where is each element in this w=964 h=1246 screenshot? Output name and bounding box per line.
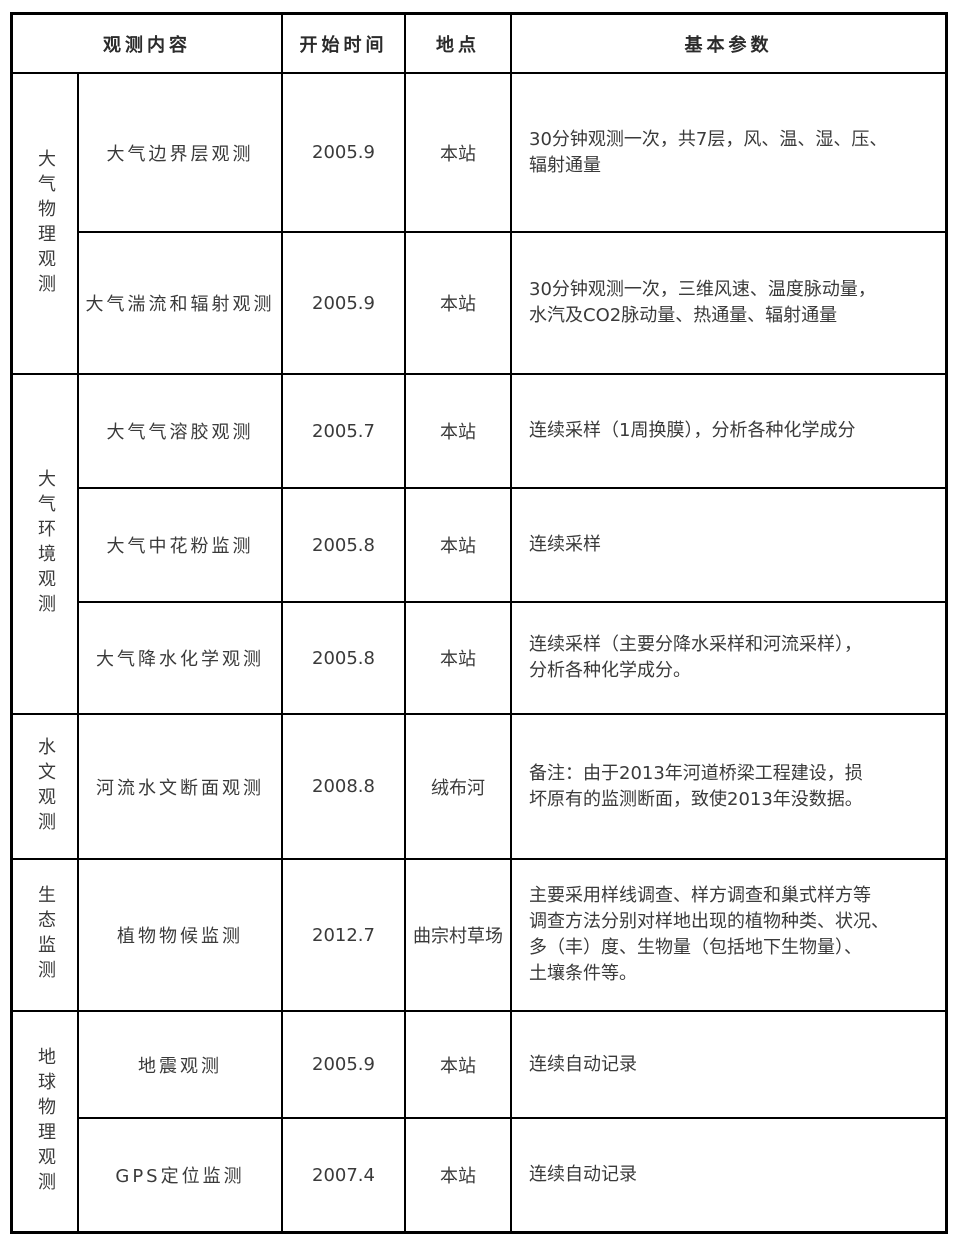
basic-params-cell: 连续采样	[511, 488, 946, 602]
category-cell-atmospheric-environment: 大气环境观测	[12, 374, 78, 714]
start-time-cell: 2007.4	[282, 1118, 405, 1232]
observation-item-cell: 河流水文断面观测	[78, 714, 282, 859]
col-header-observation-content: 观测内容	[12, 14, 282, 73]
col-header-location: 地点	[405, 14, 511, 73]
table-row: 地球物理观测 地震观测 2005.9 本站 连续自动记录	[12, 1011, 946, 1232]
table-header-row: 观测内容 开始时间 地点 基本参数	[12, 14, 946, 73]
start-time-cell: 2005.9	[282, 232, 405, 374]
col-header-basic-params: 基本参数	[511, 14, 946, 73]
location-cell: 本站	[405, 232, 511, 374]
table-row: 大气中花粉监测 2005.8 本站 连续采样	[12, 488, 946, 602]
start-time-cell: 2005.7	[282, 374, 405, 488]
observation-item-cell: 大气气溶胶观测	[78, 374, 282, 488]
location-cell: 绒布河	[405, 714, 511, 859]
category-label: 地球物理观测	[35, 1046, 56, 1197]
category-label: 生态监测	[35, 885, 56, 985]
basic-params-cell: 主要采用样线调查、样方调查和巢式样方等 调查方法分别对样地出现的植物种类、状况、…	[511, 859, 946, 1011]
location-cell: 本站	[405, 374, 511, 488]
table-row: 生态监测 植物物候监测 2012.7 曲宗村草场 主要采用样线调查、样方调查和巢…	[12, 859, 946, 1011]
table-row: 大气物理观测 大气边界层观测 2005.9 本站 30分钟观测一次，共7层，风、…	[12, 73, 946, 374]
location-cell: 本站	[405, 1011, 511, 1118]
start-time-cell: 2008.8	[282, 714, 405, 859]
start-time-cell: 2005.8	[282, 488, 405, 602]
basic-params-cell: 30分钟观测一次，共7层，风、温、湿、压、 辐射通量	[511, 73, 946, 232]
observation-item-cell: GPS定位监测	[78, 1118, 282, 1232]
category-label: 大气环境观测	[35, 469, 56, 619]
observation-item-cell: 大气边界层观测	[78, 73, 282, 232]
observation-item-cell: 大气降水化学观测	[78, 602, 282, 714]
table-row: 大气降水化学观测 2005.8 本站 连续采样（主要分降水采样和河流采样）， 分…	[12, 602, 946, 714]
location-cell: 曲宗村草场	[405, 859, 511, 1011]
basic-params-cell: 连续自动记录	[511, 1118, 946, 1232]
basic-params-cell: 连续采样（主要分降水采样和河流采样）， 分析各种化学成分。	[511, 602, 946, 714]
basic-params-cell: 连续自动记录	[511, 1011, 946, 1118]
table-row: 水文观测 河流水文断面观测 2008.8 绒布河 备注：由于2013年河道桥梁工…	[12, 714, 946, 859]
location-cell: 本站	[405, 1118, 511, 1232]
observation-item-cell: 大气湍流和辐射观测	[78, 232, 282, 374]
observation-table: 观测内容 开始时间 地点 基本参数 大气物理观测 大气边界层观测 2005.9 …	[10, 12, 948, 1234]
start-time-cell: 2012.7	[282, 859, 405, 1011]
observation-item-cell: 地震观测	[78, 1011, 282, 1118]
observation-item-cell: 大气中花粉监测	[78, 488, 282, 602]
category-label: 水文观测	[35, 736, 56, 837]
basic-params-cell: 30分钟观测一次，三维风速、温度脉动量， 水汽及CO2脉动量、热通量、辐射通量	[511, 232, 946, 374]
table-row: 大气环境观测 大气气溶胶观测 2005.7 本站 连续采样（1周换膜），分析各种…	[12, 374, 946, 714]
basic-params-cell: 备注：由于2013年河道桥梁工程建设，损 坏原有的监测断面，致使2013年没数据…	[511, 714, 946, 859]
col-header-start-time: 开始时间	[282, 14, 405, 73]
category-cell-geophysics: 地球物理观测	[12, 1011, 78, 1232]
start-time-cell: 2005.9	[282, 73, 405, 232]
table-row: 大气湍流和辐射观测 2005.9 本站 30分钟观测一次，三维风速、温度脉动量，…	[12, 232, 946, 374]
basic-params-cell: 连续采样（1周换膜），分析各种化学成分	[511, 374, 946, 488]
table-row: GPS定位监测 2007.4 本站 连续自动记录	[12, 1118, 946, 1232]
location-cell: 本站	[405, 73, 511, 232]
start-time-cell: 2005.8	[282, 602, 405, 714]
location-cell: 本站	[405, 602, 511, 714]
start-time-cell: 2005.9	[282, 1011, 405, 1118]
category-label: 大气物理观测	[35, 148, 56, 299]
location-cell: 本站	[405, 488, 511, 602]
category-cell-hydrology: 水文观测	[12, 714, 78, 859]
category-cell-atmospheric-physics: 大气物理观测	[12, 73, 78, 374]
category-cell-ecology: 生态监测	[12, 859, 78, 1011]
observation-item-cell: 植物物候监测	[78, 859, 282, 1011]
